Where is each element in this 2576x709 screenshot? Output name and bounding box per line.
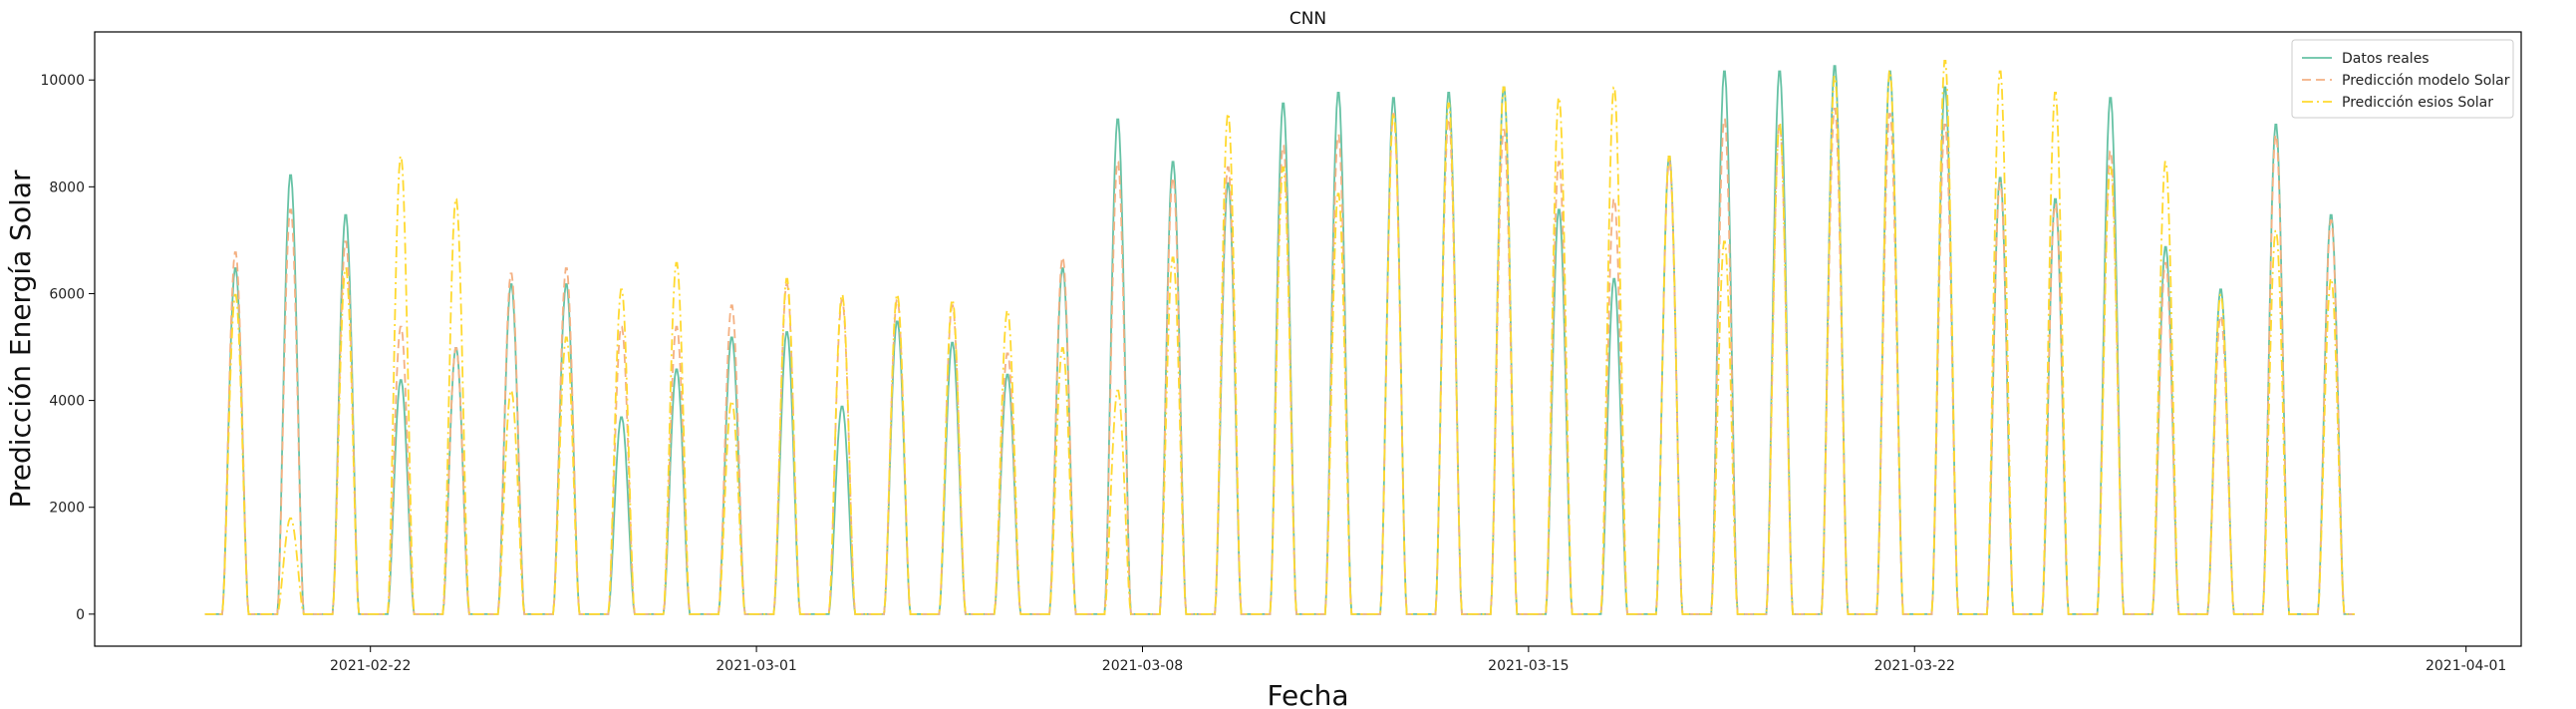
plot-area (94, 31, 2522, 647)
legend-entry: Predicción esios Solar (2342, 95, 2493, 111)
y-tick-label: 4000 (49, 394, 85, 410)
x-tick-label: 2021-03-01 (716, 658, 796, 674)
legend-box (2291, 39, 2514, 119)
x-tick-label: 2021-04-01 (2426, 658, 2506, 674)
y-axis: 0 2000 4000 6000 8000 10000 (40, 73, 95, 623)
y-tick-label: 8000 (49, 179, 85, 195)
series-line-3 (204, 60, 2355, 615)
y-tick-label: 2000 (49, 501, 85, 517)
series-line-1 (204, 65, 2355, 615)
y-tick-label: 6000 (49, 286, 85, 302)
chart-title: CNN (1289, 9, 1326, 29)
y-tick-label: 0 (76, 607, 85, 623)
series-layer (204, 60, 2355, 615)
legend-entry: Predicción modelo Solar (2342, 73, 2510, 89)
y-tick-label: 10000 (40, 73, 85, 89)
x-tick-label: 2021-03-08 (1102, 658, 1183, 674)
x-axis-label: Fecha (1267, 679, 1348, 709)
x-axis: 2021-02-22 2021-03-01 2021-03-08 2021-03-15… (330, 646, 2506, 674)
x-tick-label: 2021-03-15 (1488, 658, 1569, 674)
y-axis-label: Predicción Energía Solar (4, 170, 37, 509)
legend: Datos reales Predicción modelo Solar Predi… (2291, 39, 2514, 119)
legend-entry: Datos reales (2342, 51, 2430, 67)
x-tick-label: 2021-03-22 (1874, 658, 1955, 674)
series-line-2 (204, 108, 2355, 615)
x-tick-label: 2021-02-22 (330, 658, 411, 674)
